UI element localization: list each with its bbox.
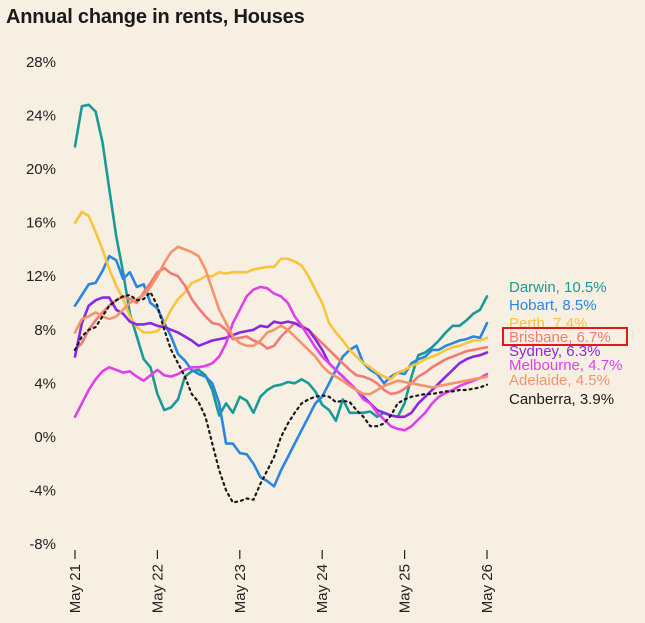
y-tick-label: 20% <box>26 161 56 178</box>
x-tick-label: May 24 <box>314 564 331 613</box>
x-tick-label: May 26 <box>479 564 496 613</box>
y-tick-label: 12% <box>26 268 56 285</box>
series-line-hobart <box>73 254 489 488</box>
x-tick-label: May 22 <box>149 564 166 613</box>
y-tick-label: 16% <box>26 215 56 232</box>
y-tick-label: -4% <box>29 482 56 499</box>
series-label-brisbane: Brisbane, 6.7% <box>509 329 611 346</box>
series-line-adelaide <box>73 245 489 396</box>
x-tick-label: May 21 <box>67 564 84 613</box>
y-tick-label: 4% <box>34 375 56 392</box>
series-line-melbourne <box>73 285 489 432</box>
y-tick-label: 0% <box>34 429 56 446</box>
y-axis: 28% 24% 20% 16% 12% 8% 4% 0% -4% -8% <box>26 54 56 553</box>
series-label-canberra: Canberra, 3.9% <box>509 391 614 408</box>
series-line-canberra <box>73 291 489 504</box>
series-label-sydney: Sydney, 6.3% <box>509 343 600 360</box>
series-label-darwin: Darwin, 10.5% <box>509 279 607 296</box>
y-tick-label: 28% <box>26 54 56 71</box>
series-label-adelaide: Adelaide, 4.5% <box>509 372 610 389</box>
x-tick-label: May 25 <box>397 564 414 613</box>
x-tick-label: May 23 <box>232 564 249 613</box>
series-line-darwin <box>73 103 489 423</box>
series-line-brisbane <box>73 266 489 396</box>
highlight-box <box>502 327 628 346</box>
y-tick-label: -8% <box>29 536 56 553</box>
chart-title: Annual change in rents, Houses <box>6 6 305 28</box>
y-tick-label: 8% <box>34 322 56 339</box>
series-lines <box>73 103 489 504</box>
x-axis: May 21 May 22 May 23 May 24 May 25 May 26 <box>67 550 496 613</box>
series-labels: Darwin, 10.5%Hobart, 8.5%Perth, 7.4%Bris… <box>502 279 628 408</box>
series-line-perth <box>73 210 489 381</box>
series-label-melbourne: Melbourne, 4.7% <box>509 357 622 374</box>
series-line-sydney <box>73 296 489 419</box>
series-label-hobart: Hobart, 8.5% <box>509 297 597 314</box>
y-tick-label: 24% <box>26 108 56 125</box>
